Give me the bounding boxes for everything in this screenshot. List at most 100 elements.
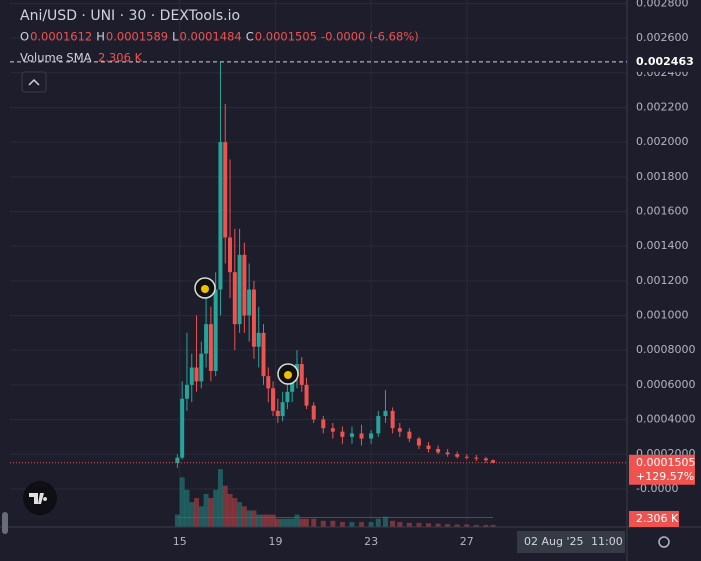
candle-body (242, 254, 247, 316)
y-tick-label: 0.002200 (636, 100, 689, 113)
y-tick-label: 0.001800 (636, 170, 689, 183)
volume-bar (241, 506, 247, 527)
volume-bar (435, 523, 441, 527)
volume-bar (390, 520, 396, 527)
candle-body (436, 448, 441, 453)
volume-bar (311, 518, 317, 527)
candle-body (285, 391, 290, 403)
candle-body (311, 405, 316, 420)
volume-bar (246, 510, 252, 527)
volume-bar (406, 522, 412, 527)
candle-body (218, 142, 223, 290)
candle-body (261, 332, 266, 377)
candle-body (280, 402, 285, 417)
candle-body (483, 458, 488, 461)
candle-body (208, 324, 213, 371)
volume-bar (464, 524, 470, 527)
ohlc-value: 0.0001484 (180, 30, 242, 44)
volume-label: Volume SMA (20, 51, 92, 65)
volume-bar (289, 518, 295, 527)
candle-body (180, 398, 185, 458)
volume-bar (194, 498, 200, 527)
volume-bar (270, 514, 276, 527)
event-marker[interactable] (277, 363, 299, 385)
candle-body (199, 353, 204, 382)
settings-icon[interactable] (658, 536, 670, 548)
grid (10, 0, 627, 527)
collapse-button[interactable] (21, 71, 47, 93)
volume-bar (382, 516, 388, 527)
volume-bar (227, 493, 233, 527)
candle-body (416, 438, 421, 446)
candle-body (204, 324, 209, 354)
settings-button[interactable] (658, 536, 670, 548)
volume-bar (304, 518, 310, 527)
candle-body (290, 376, 295, 392)
volume-bar (349, 522, 355, 527)
volume-bar (375, 518, 381, 527)
marker-icon (284, 371, 292, 379)
volume-bar (275, 518, 281, 527)
volume-bar (284, 518, 290, 527)
plot (174, 61, 496, 527)
volume-bar (483, 524, 489, 527)
crosshair-date: 02 Aug '25 (524, 535, 584, 548)
candle-body (464, 456, 469, 458)
candle-body (426, 445, 431, 449)
candle-body (369, 433, 374, 439)
candle-body (359, 433, 364, 439)
candle-body (321, 419, 326, 429)
candle-body (247, 289, 252, 316)
x-tick-label: 23 (364, 535, 378, 548)
high-label: 0.002463 (636, 55, 694, 68)
volume-bar (454, 524, 460, 527)
candle-body (491, 460, 496, 463)
candle-body (340, 431, 345, 437)
volume-bar (260, 514, 266, 527)
volume-bar (416, 522, 422, 527)
candle-body (383, 410, 388, 417)
volume-bar (359, 522, 365, 527)
volume-bar (251, 510, 257, 527)
volume-bar (213, 489, 219, 527)
volume-bar (280, 518, 286, 527)
collapse-icon (28, 78, 40, 86)
last-change-label: +129.57% (636, 470, 694, 483)
volume-bar (208, 498, 214, 527)
volume-bar (189, 502, 195, 527)
candle-body (390, 410, 395, 429)
logo[interactable] (23, 481, 57, 515)
candle-body (213, 289, 218, 371)
volume-bar (198, 506, 204, 527)
candle-body (184, 384, 189, 399)
candle-body (189, 367, 194, 385)
y-tick-label: 0.001600 (636, 204, 689, 217)
candle-body (275, 410, 280, 417)
volume-bar (426, 523, 432, 527)
crosshair-time: 11:00 (591, 535, 623, 548)
candle-body (232, 272, 237, 325)
candle-body (237, 254, 242, 325)
ohlc-key: C (246, 30, 254, 44)
volume-sma-badge-label: 2.306 K (636, 512, 679, 525)
candle-body (445, 452, 450, 455)
volume-sma-value: 2.306 K (98, 51, 143, 65)
volume-bar (294, 514, 300, 527)
candle-body (175, 457, 180, 463)
marker-icon (201, 285, 209, 293)
y-tick-label: 0.001400 (636, 239, 689, 252)
volume-bar (265, 514, 271, 527)
collapse-box[interactable] (21, 71, 47, 93)
candle-body (376, 416, 381, 434)
last-price-badge (629, 454, 695, 485)
scroll-handle[interactable] (2, 512, 8, 534)
event-marker[interactable] (194, 277, 216, 299)
volume-bar (330, 520, 336, 527)
volume-sma-badge (629, 511, 679, 527)
volume-bar (184, 489, 190, 527)
y-tick-label: 0.0008000 (636, 343, 696, 356)
volume-bar (320, 520, 326, 527)
x-tick-label: 27 (460, 535, 474, 548)
candle-body (455, 454, 460, 457)
ohlc-value: 0.0001505 (255, 30, 317, 44)
